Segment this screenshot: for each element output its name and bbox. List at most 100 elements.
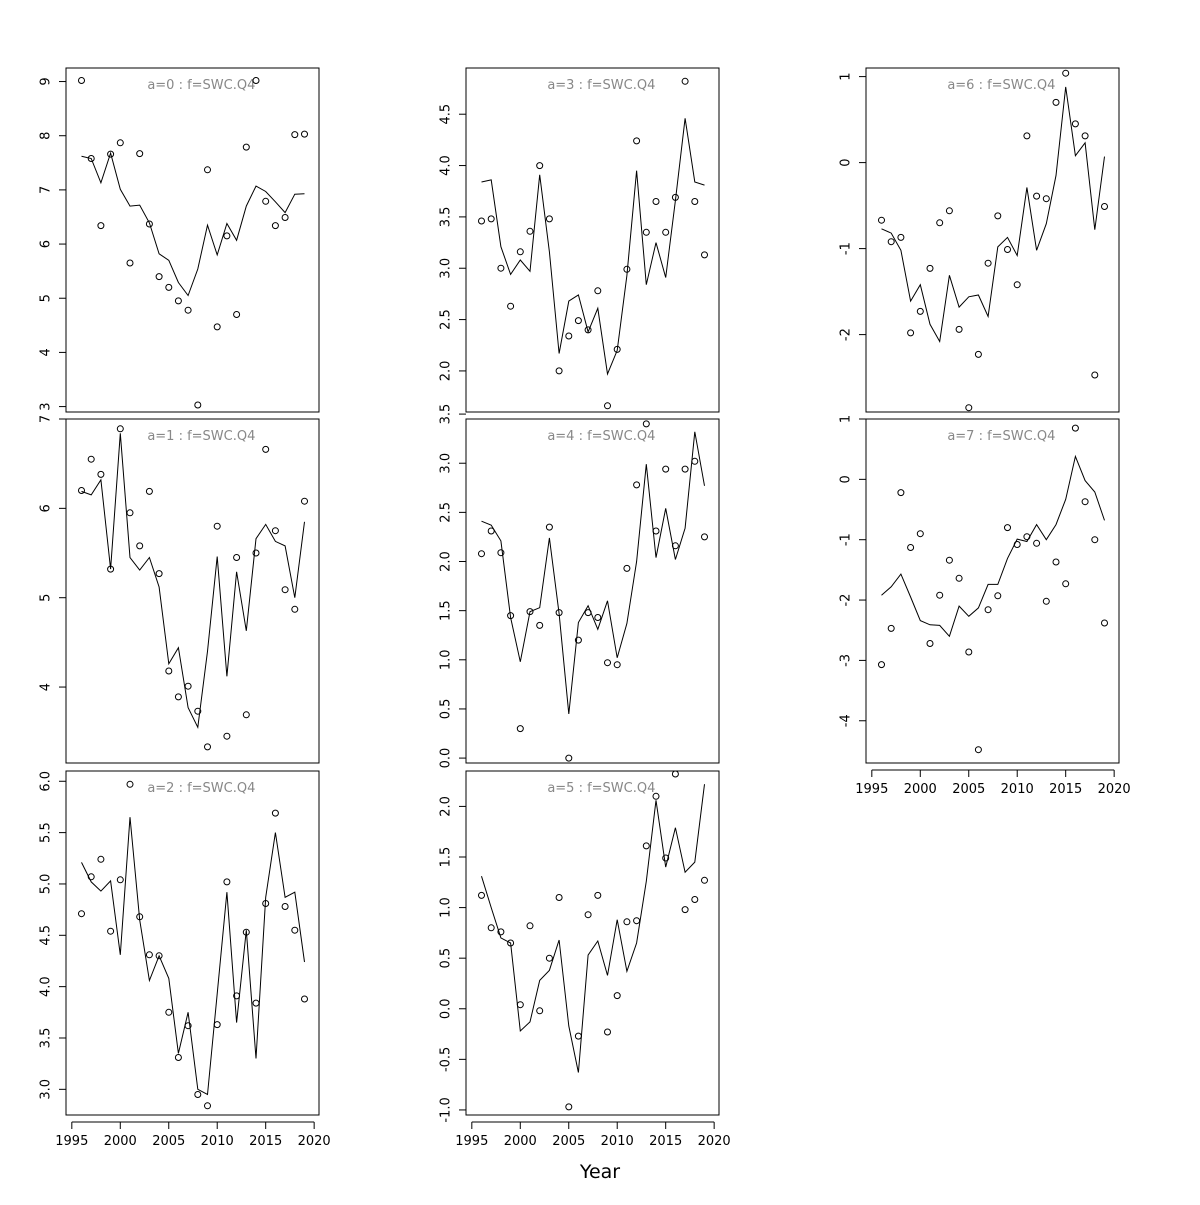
data-point <box>584 326 592 334</box>
x-tick-label: 1995 <box>855 782 888 797</box>
data-point <box>78 910 85 918</box>
data-point <box>478 217 485 225</box>
data-point <box>281 903 289 910</box>
y-tick-label: 7 <box>39 415 54 423</box>
data-point <box>916 530 924 538</box>
data-point <box>887 238 895 246</box>
data-point <box>574 1032 582 1040</box>
data-point <box>1062 69 1070 77</box>
panel-frame <box>65 67 320 413</box>
data-point <box>271 809 279 817</box>
data-point <box>194 707 202 715</box>
data-point <box>97 222 105 230</box>
data-point <box>965 404 973 412</box>
data-point <box>116 425 124 433</box>
y-tick-label: 4.5 <box>39 925 54 946</box>
fitted-line <box>81 817 305 1096</box>
data-point <box>1071 424 1079 432</box>
x-tick-label: 2005 <box>152 1134 185 1149</box>
y-tick-label: 7 <box>39 186 54 194</box>
data-point <box>1023 132 1031 140</box>
fitted-line <box>881 86 1105 344</box>
data-point <box>994 212 1002 220</box>
data-point <box>936 591 944 599</box>
data-point <box>545 523 553 531</box>
x-tick-label: 2005 <box>952 782 985 797</box>
data-point <box>907 544 915 551</box>
data-point <box>507 612 515 620</box>
x-tick-label: 2005 <box>552 1134 585 1149</box>
y-tick-label: -4 <box>839 714 854 727</box>
data-point <box>223 232 231 240</box>
data-point <box>87 455 95 463</box>
y-tick-label: -1 <box>839 533 854 546</box>
data-point <box>165 283 173 291</box>
data-point <box>497 928 505 936</box>
data-point <box>174 693 182 701</box>
y-tick-label: 0.5 <box>439 948 454 969</box>
x-tick-label: 2020 <box>698 1134 731 1149</box>
data-point <box>478 891 485 899</box>
data-point <box>213 323 221 331</box>
data-point <box>184 682 192 690</box>
data-point <box>155 952 163 960</box>
data-point <box>984 606 992 614</box>
data-point <box>262 197 270 205</box>
y-tick-label: -3 <box>839 654 854 667</box>
data-point <box>78 77 85 84</box>
y-tick-label: 3 <box>39 402 54 410</box>
data-point <box>242 928 250 936</box>
data-point <box>565 332 573 340</box>
data-point <box>145 487 153 495</box>
data-point <box>1091 536 1099 544</box>
data-point <box>1004 524 1011 532</box>
data-point <box>174 297 182 305</box>
data-point <box>574 317 582 325</box>
data-point <box>271 222 279 230</box>
data-point <box>1081 498 1089 506</box>
panel-frame <box>465 770 720 1116</box>
data-point <box>878 661 885 669</box>
data-point <box>145 220 153 228</box>
data-point <box>204 743 211 751</box>
data-point <box>897 233 905 241</box>
data-point <box>233 554 241 561</box>
y-tick-label: 2.0 <box>439 796 454 817</box>
data-point <box>1071 120 1079 128</box>
data-point <box>681 77 689 85</box>
fitted-line <box>881 454 1105 638</box>
panel-frame <box>465 67 720 413</box>
data-point <box>1101 203 1108 210</box>
data-point <box>136 542 144 550</box>
panel-title: a=0 : f=SWC.Q4 <box>147 78 255 93</box>
data-point <box>194 401 202 409</box>
data-point <box>223 732 231 740</box>
data-point <box>526 227 534 235</box>
data-point <box>565 754 573 762</box>
data-point <box>242 711 250 719</box>
data-point <box>926 264 934 272</box>
data-point <box>136 913 144 921</box>
panel-title: a=1 : f=SWC.Q4 <box>147 429 255 444</box>
data-point <box>281 586 289 594</box>
data-point <box>262 445 270 453</box>
data-point <box>291 131 299 139</box>
panel-3: a=3 : f=SWC.Q4 2.0 2.5 3.0 3.5 4.0 4.5 <box>439 67 720 413</box>
y-tick-label: 0 <box>839 475 854 483</box>
panel-title: a=6 : f=SWC.Q4 <box>947 78 1055 93</box>
panel-title: a=7 : f=SWC.Q4 <box>947 429 1055 444</box>
data-point <box>623 918 631 926</box>
data-point <box>916 307 924 315</box>
y-tick-label: 4.5 <box>439 104 454 125</box>
data-point <box>155 273 163 281</box>
data-point <box>604 659 611 667</box>
panel-frame <box>465 418 720 764</box>
data-point <box>545 954 553 962</box>
y-tick-label: 1 <box>839 415 854 423</box>
y-tick-label: -2 <box>839 594 854 607</box>
data-point <box>974 746 982 754</box>
data-point <box>955 574 963 582</box>
data-point <box>1033 539 1041 547</box>
y-tick-label: 8 <box>39 132 54 140</box>
data-point <box>242 143 250 151</box>
